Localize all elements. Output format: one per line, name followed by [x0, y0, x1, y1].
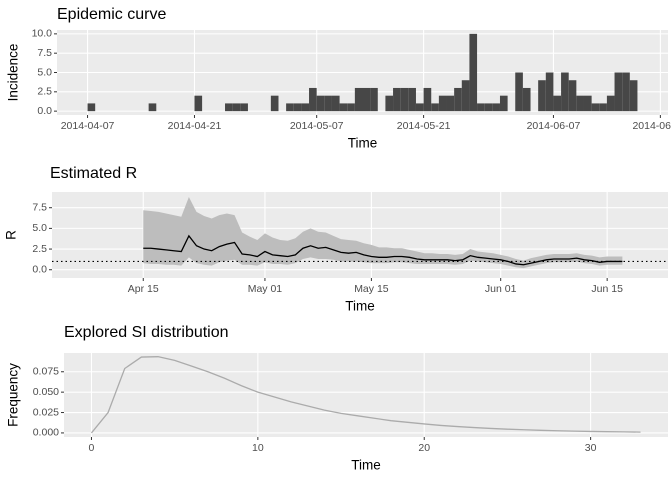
- y-tick-label: 5.0: [37, 66, 52, 78]
- bar: [499, 95, 508, 112]
- bar: [309, 87, 317, 112]
- bar: [331, 95, 340, 112]
- y-tick-label: 10.0: [32, 28, 53, 40]
- bar: [438, 95, 447, 112]
- bar: [515, 72, 523, 112]
- x-tick-label: 2014-04-07: [61, 120, 115, 132]
- x-tick-label: May 15: [354, 283, 389, 295]
- line: [90, 356, 641, 434]
- x-tick-label: 10: [252, 442, 264, 454]
- bar: [301, 103, 310, 112]
- y-tick-label: 2.5: [32, 243, 47, 255]
- bar: [423, 87, 432, 112]
- bar: [415, 103, 424, 112]
- x-tick-label: 2014-06-07: [527, 120, 581, 132]
- x-axis-title: Time: [351, 458, 381, 473]
- bar: [408, 87, 416, 112]
- y-axis-title: Frequency: [6, 363, 21, 427]
- y-tick-label: 0.0: [37, 105, 52, 117]
- x-axis-title: Time: [348, 136, 378, 151]
- y-axis-title: R: [4, 230, 19, 240]
- bar: [194, 95, 203, 112]
- bar: [622, 72, 630, 112]
- bar: [362, 87, 371, 112]
- bar: [614, 72, 623, 112]
- bar: [538, 80, 546, 112]
- bar: [354, 87, 363, 112]
- x-tick-label: Apr 15: [128, 283, 159, 295]
- bar: [553, 95, 562, 112]
- bar: [591, 103, 600, 112]
- chart-title: Explored SI distribution: [64, 324, 229, 341]
- y-tick-label: 5.0: [32, 222, 47, 234]
- chart-title: Epidemic curve: [57, 6, 166, 23]
- bar: [568, 80, 577, 112]
- x-tick-label: 2014-05-07: [290, 120, 344, 132]
- bar: [232, 103, 241, 112]
- x-tick-label: Jun 01: [485, 283, 517, 295]
- y-tick-label: 0.050: [33, 386, 59, 398]
- y-tick-label: 2.5: [37, 86, 52, 98]
- x-tick-label: 30: [585, 442, 597, 454]
- bar: [293, 103, 302, 112]
- y-tick-label: 7.5: [32, 201, 47, 213]
- panel-background: [64, 353, 668, 437]
- bar: [454, 87, 462, 112]
- x-tick-label: 2014-04-21: [168, 120, 222, 132]
- bar: [400, 87, 409, 112]
- bar: [561, 72, 569, 112]
- bar: [431, 103, 439, 112]
- x-tick-label: 2014-05-21: [397, 120, 451, 132]
- bar: [316, 95, 325, 112]
- x-tick-label: 2014-06: [632, 120, 671, 132]
- y-tick-label: 7.5: [37, 47, 52, 59]
- bar: [469, 33, 478, 112]
- bar: [240, 103, 248, 112]
- x-tick-label: Jun 15: [591, 283, 623, 295]
- bar: [339, 103, 348, 112]
- y-axis-title: Incidence: [6, 44, 21, 102]
- bar: [583, 95, 592, 112]
- y-tick-label: 0.025: [33, 406, 59, 418]
- bar: [492, 103, 500, 112]
- bar: [286, 103, 294, 112]
- bar: [370, 87, 378, 112]
- bar: [270, 95, 279, 112]
- bar: [461, 80, 470, 112]
- line: [143, 234, 623, 266]
- bar: [484, 103, 493, 112]
- chart-title: Estimated R: [50, 165, 137, 182]
- bar: [385, 95, 394, 112]
- x-tick-label: 0: [89, 442, 95, 454]
- y-tick-label: 0.0: [32, 264, 47, 276]
- bar: [606, 95, 615, 112]
- bar: [347, 103, 355, 112]
- x-tick-label: May 01: [248, 283, 283, 295]
- bar: [324, 95, 332, 112]
- confidence-band: [143, 196, 623, 269]
- bar: [225, 103, 233, 112]
- bar: [576, 95, 584, 112]
- y-tick-label: 0.000: [33, 427, 59, 439]
- bar: [522, 87, 531, 112]
- y-tick-label: 0.075: [33, 366, 59, 378]
- x-axis-title: Time: [345, 299, 375, 314]
- bar: [393, 87, 401, 112]
- bar: [148, 103, 157, 112]
- bar: [477, 103, 485, 112]
- bar: [446, 95, 455, 112]
- bar: [545, 72, 554, 112]
- bar: [629, 80, 638, 112]
- x-tick-label: 20: [418, 442, 430, 454]
- bar: [87, 103, 96, 112]
- bar: [599, 103, 607, 112]
